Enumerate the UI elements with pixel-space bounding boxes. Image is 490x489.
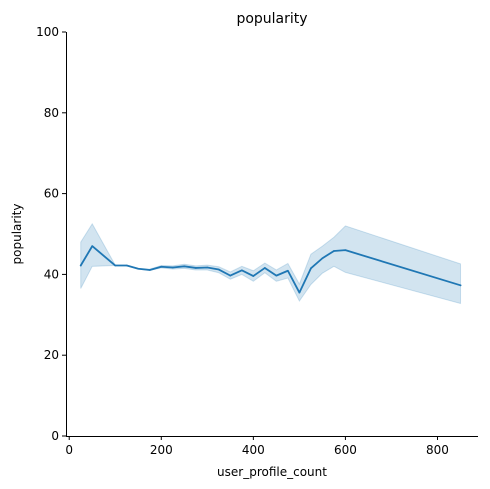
data-point (137, 267, 140, 270)
x-tick-label: 800 (426, 443, 449, 457)
data-point (459, 284, 462, 287)
data-point (287, 269, 289, 272)
data-point (195, 267, 197, 269)
x-axis-label: user_profile_count (217, 465, 327, 479)
x-tick-label: 0 (65, 443, 73, 457)
data-point (160, 265, 163, 268)
series-line-0 (79, 245, 462, 294)
data-point (114, 264, 117, 267)
data-point (275, 274, 278, 277)
series-line-layer (79, 245, 462, 294)
data-point (298, 291, 301, 294)
data-point (264, 267, 266, 269)
y-axis-label: popularity (10, 204, 24, 265)
data-point (91, 245, 94, 247)
data-point (333, 250, 335, 252)
data-point (183, 265, 186, 268)
data-point (218, 268, 220, 271)
y-tick-label: 40 (44, 267, 59, 281)
x-ticks: 0 200 400 600 800 (65, 436, 449, 457)
y-tick-label: 80 (44, 106, 59, 120)
y-ticks: 0 20 40 60 80 100 (36, 25, 66, 443)
data-point (125, 264, 128, 267)
data-point (206, 266, 209, 269)
y-tick-label: 0 (51, 429, 59, 443)
x-tick-label: 400 (242, 443, 265, 457)
data-point (79, 264, 82, 267)
data-point (148, 269, 151, 271)
data-point (229, 274, 232, 277)
confidence-band-layer (80, 222, 462, 305)
data-point (310, 267, 312, 270)
data-point (172, 266, 174, 269)
chart-title: popularity (236, 11, 307, 27)
x-tick-label: 600 (334, 443, 357, 457)
confidence-band-0 (80, 222, 462, 305)
y-tick-label: 100 (36, 25, 59, 39)
data-point (252, 275, 255, 277)
data-point (344, 249, 347, 251)
y-tick-label: 60 (44, 187, 59, 201)
y-tick-label: 20 (44, 348, 59, 362)
data-point (241, 269, 243, 272)
x-tick-label: 200 (150, 443, 173, 457)
data-point (321, 257, 324, 260)
